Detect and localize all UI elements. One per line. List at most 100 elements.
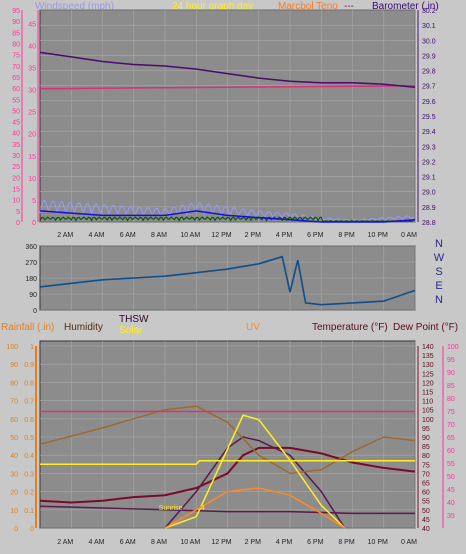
time-label-top: 12 PM <box>211 232 231 239</box>
temp-tick-label: 70 <box>422 471 430 478</box>
time-label-bottom: 4 AM <box>89 539 105 546</box>
wind-outer-tick-label: 60 <box>12 86 20 93</box>
dewpoint-series <box>39 505 415 515</box>
wind-inner-tick-label: 5 <box>32 198 36 205</box>
wind-inner-tick-label: 30 <box>28 88 36 95</box>
rain-tick-label: 100 <box>6 344 18 351</box>
time-label-top: 8 AM <box>151 232 167 239</box>
temp-tick-label: 85 <box>422 444 430 451</box>
humidity-tick-label: 0.7 <box>24 399 34 406</box>
wind-outer-tick-label: 95 <box>12 8 20 15</box>
graph-day-title: 24 hour graph day <box>172 1 253 12</box>
temp-tick-label: 105 <box>422 408 434 415</box>
direction-compass-label: W <box>434 252 445 264</box>
wind-outer-tick-label: 75 <box>12 53 20 60</box>
time-axis-labels: 2 AM 2 AM 4 AM 4 AM 6 AM 6 AM 8 AM 8 AM 10 AM 10 … <box>57 232 417 546</box>
dewpoint-tick-label: 60 <box>447 448 455 455</box>
temp-tick-label: 120 <box>422 380 434 387</box>
grid-direction <box>40 245 416 311</box>
direction-compass-label: S <box>435 266 442 278</box>
wind-baro-series <box>39 51 416 223</box>
wind-outer-tick-label: 70 <box>12 64 20 71</box>
direction-tick-label: 360 <box>25 244 37 251</box>
windspeed-series <box>39 210 416 223</box>
baro-tick-label: 29.9 <box>422 53 436 60</box>
dewpoint-tick-label: 55 <box>447 461 455 468</box>
sunrise-label: Sunrise <box>159 505 183 512</box>
time-label-top: 2 PM <box>245 232 262 239</box>
wind-outer-tick-label: 65 <box>12 75 20 82</box>
baro-tick-label: 28.8 <box>422 220 436 227</box>
dewpoint-tick-label: 90 <box>447 370 455 377</box>
baro-tick-label: 29.3 <box>422 144 436 151</box>
dewpoint-tick-label: 45 <box>447 487 455 494</box>
rain-tick-label: 60 <box>10 417 18 424</box>
time-label-bottom: 2 PM <box>245 539 262 546</box>
wind-outer-tick-label: 20 <box>12 175 20 182</box>
wind-outer-tick-label: 25 <box>12 164 20 171</box>
humidity-series <box>39 405 416 475</box>
wind-inner-tick-label: 40 <box>28 43 36 50</box>
temperature-label: Temperature (°F) <box>312 322 388 333</box>
dewpoint-tick-label: 50 <box>447 474 455 481</box>
baro-tick-label: 29.7 <box>422 84 436 91</box>
grid-bottom <box>40 341 416 529</box>
wind-outer-tick-label: 0 <box>16 220 20 227</box>
temp-tick-label: 130 <box>422 362 434 369</box>
baro-tick-label: 29.6 <box>422 99 436 106</box>
barometer-series <box>39 51 416 88</box>
rainfall-label: Rainfall (.in) <box>1 322 54 333</box>
time-label-top: 0 AM <box>401 232 417 239</box>
time-label-bottom: 10 PM <box>368 539 388 546</box>
wind-inner-tick-label: 45 <box>28 21 36 28</box>
wind-outer-tick-label: 15 <box>12 187 20 194</box>
time-label-top: 4 AM <box>89 232 105 239</box>
baro-tick-label: 28.9 <box>422 205 436 212</box>
uv-label: UV <box>246 322 260 333</box>
wind-outer-tick-label: 35 <box>12 142 20 149</box>
wind-outer-tick-label: 85 <box>12 30 20 37</box>
wind-outer-tick-label: 45 <box>12 120 20 127</box>
baro-tick-label: 30.1 <box>422 23 436 30</box>
baro-tick-label: 29.1 <box>422 175 436 182</box>
wind-outer-tick-label: 5 <box>16 209 20 216</box>
baro-tick-label: 30.0 <box>422 38 436 45</box>
time-label-top: 10 AM <box>180 232 200 239</box>
solar-baseline-series <box>40 459 415 466</box>
direction-compass-label: N <box>435 294 443 306</box>
humidity-label: Humidity <box>64 322 103 333</box>
temp-tick-label: 95 <box>422 426 430 433</box>
humidity-tick-label: 0 <box>30 526 34 533</box>
time-label-bottom: 8 AM <box>151 539 167 546</box>
humidity-tick-label: 0.9 <box>24 362 34 369</box>
direction-tick-label: 180 <box>25 276 37 283</box>
wind-outer-tick-label: 40 <box>12 131 20 138</box>
humidity-tick-label: 0.8 <box>24 380 34 387</box>
temp-tick-label: 80 <box>422 453 430 460</box>
windspeed-title: Windspeed (mph) <box>35 1 114 12</box>
dashes-title: --- <box>344 1 354 12</box>
rain-tick-label: 70 <box>10 399 18 406</box>
baro-tick-label: 29.4 <box>422 129 436 136</box>
baro-tick-label: 29.0 <box>422 190 436 197</box>
humidity-tick-label: 0.6 <box>24 417 34 424</box>
time-label-top: 4 PM <box>276 232 293 239</box>
baro-tick-label: 29.8 <box>422 69 436 76</box>
temp-tick-label: 40 <box>422 526 430 533</box>
dewpoint-tick-label: 35 <box>447 513 455 520</box>
temp-tick-label: 110 <box>422 399 433 406</box>
solar-label: Solar <box>119 325 143 336</box>
windspeed-low-series <box>39 216 414 223</box>
barometer-secondary-series <box>39 84 416 90</box>
humidity-tick-label: 1 <box>30 344 34 351</box>
time-label-top: 8 PM <box>338 232 355 239</box>
wind-outer-tick-label: 30 <box>12 153 20 160</box>
rain-tick-label: 40 <box>10 453 18 460</box>
thsw-label: THSW <box>119 314 149 325</box>
dewpoint-tick-label: 85 <box>447 383 455 390</box>
time-label-bottom: 2 AM <box>57 539 73 546</box>
temp-tick-label: 135 <box>422 353 434 360</box>
axis-labels: 28.8 28.9 29.0 29.1 29.2 29.3 29.4 29.5 29.6 29.7… <box>6 8 458 533</box>
dewpoint-tick-label: 100 <box>447 344 459 351</box>
time-label-bottom: 10 AM <box>180 539 200 546</box>
